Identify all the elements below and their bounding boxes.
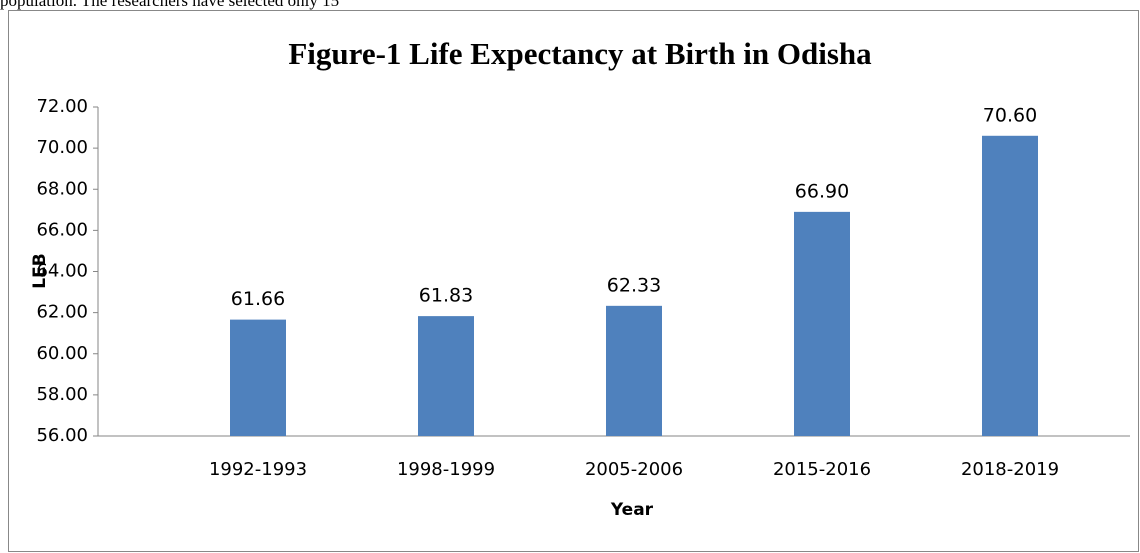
value-label: 61.66: [231, 288, 285, 310]
value-label: 66.90: [795, 180, 849, 202]
x-tick-label: 2005-2006: [585, 459, 683, 480]
y-tick-label: 60.00: [36, 343, 88, 364]
bar: [982, 135, 1038, 436]
document-text: population. The researchers have selecte…: [0, 0, 339, 10]
x-tick-label: 2018-2019: [961, 459, 1059, 480]
bar: [794, 211, 850, 436]
y-tick-label: 68.00: [36, 178, 88, 199]
value-label: 62.33: [607, 274, 661, 296]
y-tick-label: 70.00: [36, 137, 88, 158]
y-tick-label: 62.00: [36, 302, 88, 323]
y-axis-title: LEB: [30, 253, 50, 288]
y-tick-label: 72.00: [36, 96, 88, 117]
y-tick-label: 64.00: [36, 261, 88, 282]
y-tick-label: 58.00: [36, 384, 88, 405]
y-tick-label: 56.00: [36, 425, 88, 446]
x-axis-title: Year: [610, 500, 654, 520]
bar: [606, 305, 662, 436]
x-tick-label: 1998-1999: [397, 459, 495, 480]
chart-frame: [8, 10, 1139, 552]
bar: [418, 316, 474, 436]
x-tick-label: 1992-1993: [209, 459, 307, 480]
y-tick-label: 66.00: [36, 219, 88, 240]
value-label: 61.83: [419, 285, 473, 307]
chart-title: Figure-1 Life Expectancy at Birth in Odi…: [288, 36, 872, 71]
bar: [230, 319, 286, 436]
x-tick-label: 2015-2016: [773, 459, 871, 480]
value-label: 70.60: [983, 104, 1037, 126]
